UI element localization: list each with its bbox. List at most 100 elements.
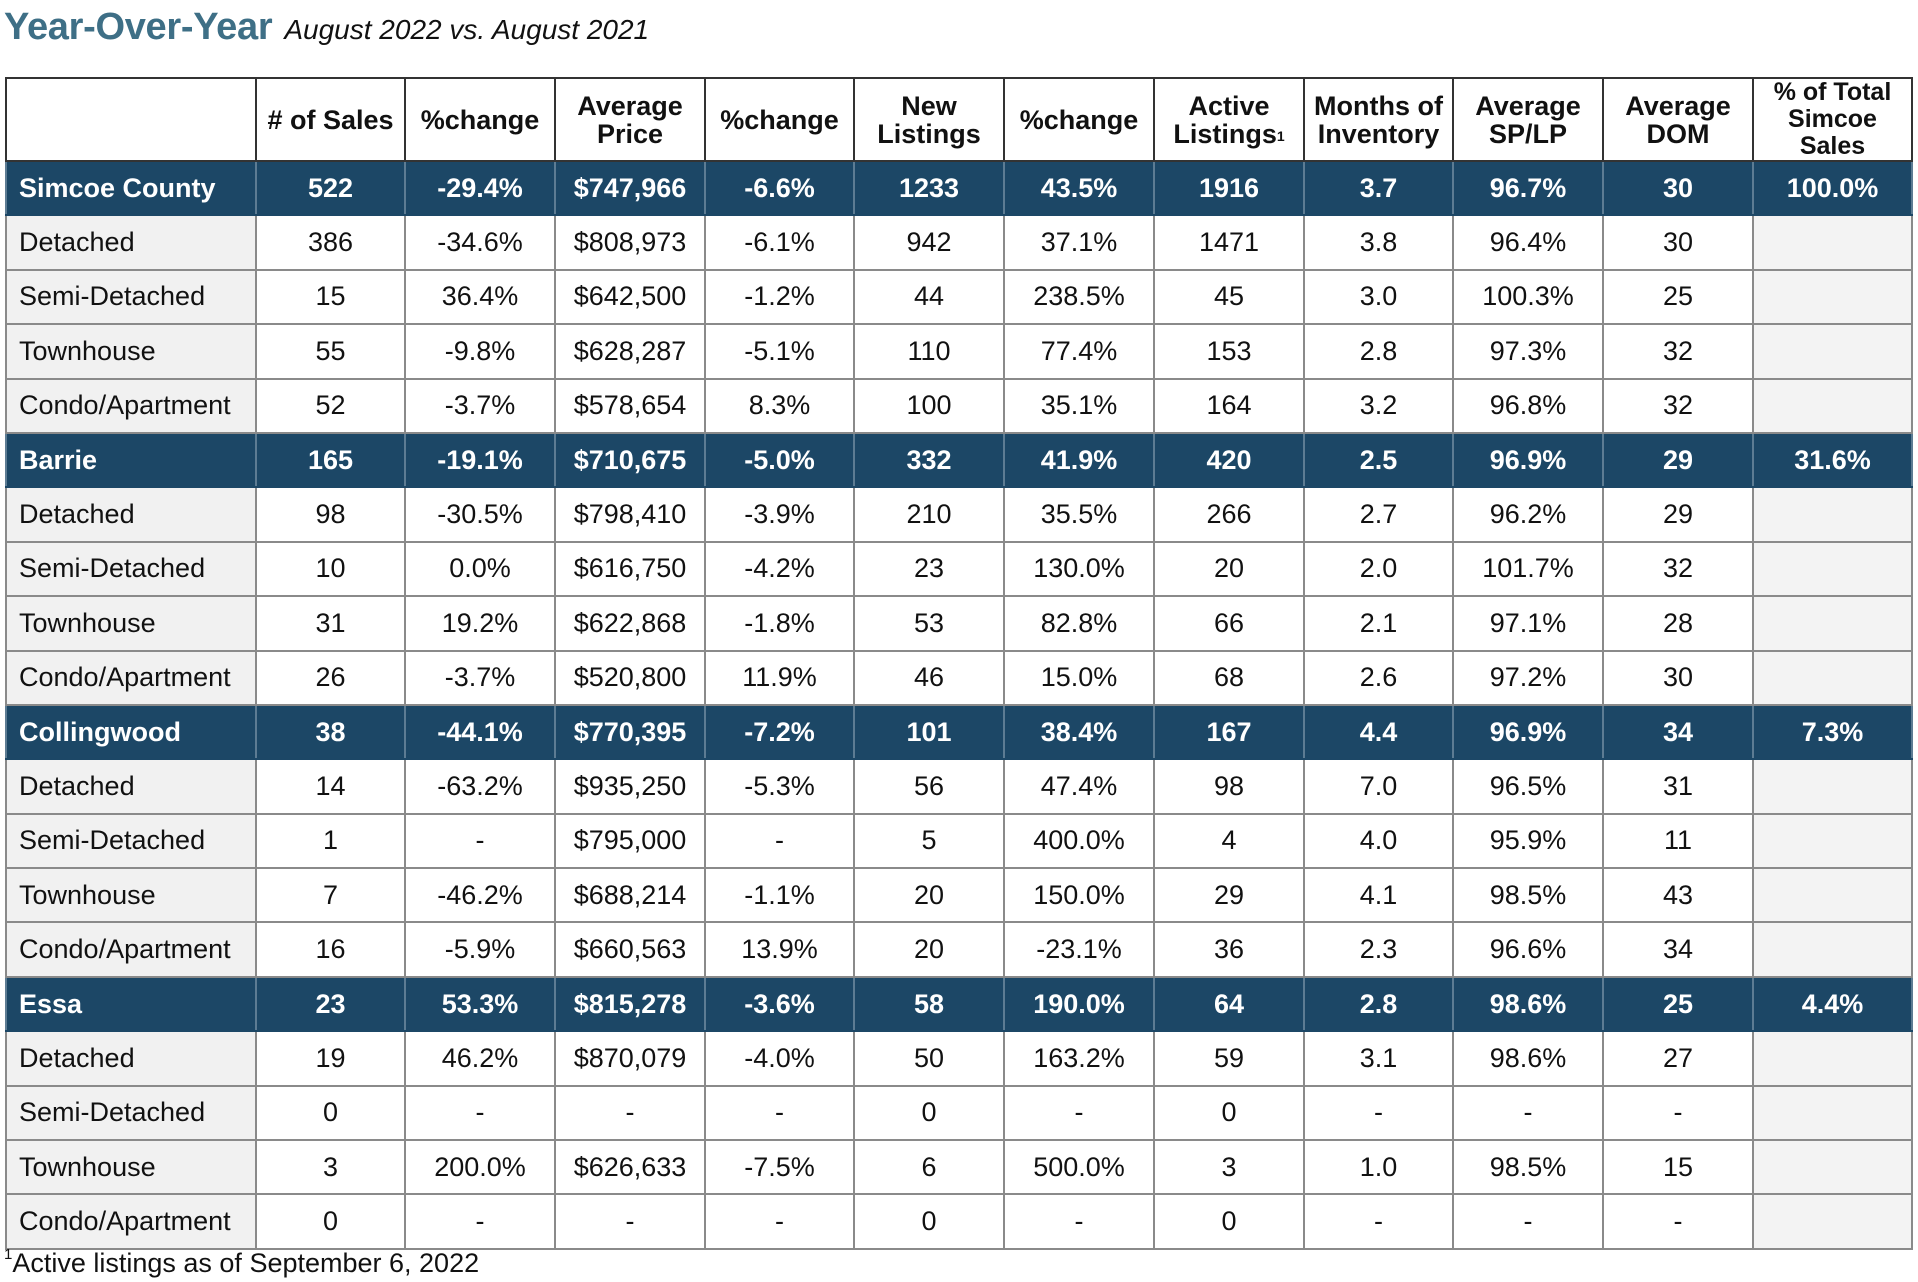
cell-average-sp-lp: - — [1452, 1084, 1604, 1142]
cell-listings-change: 38.4% — [1003, 703, 1155, 761]
cell-listings-change: 35.5% — [1003, 486, 1155, 543]
column-header-price-change: %change — [704, 77, 855, 162]
cell-sales: 15 — [255, 268, 406, 326]
cell-months-inventory: 4.1 — [1303, 867, 1454, 924]
cell-pct-total-sales: 100.0% — [1752, 159, 1913, 217]
cell-new-listings: 6 — [853, 1139, 1005, 1196]
cell-average-dom: 30 — [1602, 159, 1754, 217]
cell-sales: 165 — [255, 431, 406, 489]
cell-average-dom: 25 — [1602, 975, 1754, 1033]
cell-sales: 14 — [255, 758, 406, 815]
cell-average-price: $798,410 — [554, 486, 706, 543]
cell-pct-total-sales: 4.4% — [1752, 975, 1913, 1033]
cell-pct-total-sales — [1752, 758, 1913, 815]
table-body: Simcoe County 522 -29.4% $747,966 -6.6% 1233 4… — [5, 159, 1913, 1250]
cell-active-listings: 266 — [1153, 486, 1305, 543]
cell-area-name: Essa — [5, 975, 257, 1033]
report-title: Year-Over-Year — [4, 6, 273, 48]
cell-average-dom: 25 — [1602, 268, 1754, 326]
cell-price-change: -3.9% — [704, 486, 855, 543]
cell-average-dom: 31 — [1602, 758, 1754, 815]
cell-listings-change: 130.0% — [1003, 540, 1155, 598]
cell-months-inventory: 2.8 — [1303, 975, 1454, 1033]
cell-new-listings: 0 — [853, 1193, 1005, 1250]
cell-average-dom: 27 — [1602, 1030, 1754, 1087]
cell-average-sp-lp: 101.7% — [1452, 540, 1604, 598]
cell-average-dom: 30 — [1602, 214, 1754, 271]
footnote-marker: 1 — [4, 1246, 13, 1263]
cell-pct-total-sales — [1752, 595, 1913, 652]
cell-average-price: $688,214 — [554, 867, 706, 924]
cell-average-dom: 28 — [1602, 595, 1754, 652]
cell-price-change: -7.5% — [704, 1139, 855, 1196]
cell-average-dom: - — [1602, 1193, 1754, 1250]
cell-pct-total-sales: 7.3% — [1752, 703, 1913, 761]
cell-average-sp-lp: 95.9% — [1452, 812, 1604, 870]
active-listings-label: Active Listings — [1173, 90, 1277, 149]
cell-sales-change: -44.1% — [404, 703, 556, 761]
cell-price-change: -4.0% — [704, 1030, 855, 1087]
cell-new-listings: 46 — [853, 649, 1005, 706]
footnote-marker: 1 — [1276, 127, 1285, 144]
cell-sales: 31 — [255, 595, 406, 652]
cell-months-inventory: 3.1 — [1303, 1030, 1454, 1087]
column-header-average-price: Average Price — [554, 77, 706, 162]
column-header-pct-total-sales: % of Total Simcoe Sales — [1752, 77, 1913, 162]
cell-active-listings: 167 — [1153, 703, 1305, 761]
cell-price-change: -6.6% — [704, 159, 855, 217]
cell-listings-change: 150.0% — [1003, 867, 1155, 924]
property-type-row: Condo/Apartment 0- - -0-0- - - — [5, 1193, 1913, 1250]
cell-sales: 522 — [255, 159, 406, 217]
cell-price-change: -1.1% — [704, 867, 855, 924]
column-header-listings-change: %change — [1003, 77, 1155, 162]
cell-average-dom: 29 — [1602, 431, 1754, 489]
cell-active-listings: 3 — [1153, 1139, 1305, 1196]
cell-area-name: Barrie — [5, 431, 257, 489]
cell-average-price: $815,278 — [554, 975, 706, 1033]
cell-active-listings: 45 — [1153, 268, 1305, 326]
cell-pct-total-sales — [1752, 540, 1913, 598]
cell-active-listings: 29 — [1153, 867, 1305, 924]
cell-sales-change: 19.2% — [404, 595, 556, 652]
cell-average-dom: 32 — [1602, 323, 1754, 380]
cell-sales-change: -9.8% — [404, 323, 556, 380]
cell-area-name: Townhouse — [5, 323, 257, 380]
cell-sales: 386 — [255, 214, 406, 271]
cell-price-change: - — [704, 1193, 855, 1250]
cell-new-listings: 44 — [853, 268, 1005, 326]
cell-active-listings: 64 — [1153, 975, 1305, 1033]
year-over-year-table: # of Sales %change Average Price %change… — [5, 77, 1913, 1250]
cell-listings-change: 500.0% — [1003, 1139, 1155, 1196]
cell-sales-change: 46.2% — [404, 1030, 556, 1087]
cell-area-name: Collingwood — [5, 703, 257, 761]
cell-area-name: Semi-Detached — [5, 1084, 257, 1142]
property-type-row: Condo/Apartment 52 -3.7% $578,654 8.3% 100 35.… — [5, 377, 1913, 434]
cell-area-name: Detached — [5, 486, 257, 543]
cell-sales-change: -46.2% — [404, 867, 556, 924]
cell-area-name: Townhouse — [5, 867, 257, 924]
cell-average-price: $520,800 — [554, 649, 706, 706]
cell-sales-change: - — [404, 1084, 556, 1142]
cell-active-listings: 68 — [1153, 649, 1305, 706]
cell-average-price: $770,395 — [554, 703, 706, 761]
cell-listings-change: 41.9% — [1003, 431, 1155, 489]
cell-price-change: -1.2% — [704, 268, 855, 326]
column-header-new-listings: New Listings — [853, 77, 1005, 162]
cell-sales-change: -63.2% — [404, 758, 556, 815]
cell-price-change: 11.9% — [704, 649, 855, 706]
property-type-row: Semi-Detached 0- - -0-0- - - — [5, 1084, 1913, 1142]
report-subtitle: August 2022 vs. August 2021 — [284, 14, 650, 45]
cell-average-sp-lp: 96.7% — [1452, 159, 1604, 217]
column-header-sales-change: %change — [404, 77, 556, 162]
cell-new-listings: 5 — [853, 812, 1005, 870]
cell-sales-change: -5.9% — [404, 921, 556, 978]
cell-sales: 0 — [255, 1084, 406, 1142]
cell-months-inventory: 2.5 — [1303, 431, 1454, 489]
cell-area-name: Detached — [5, 758, 257, 815]
cell-price-change: -3.6% — [704, 975, 855, 1033]
cell-months-inventory: 3.0 — [1303, 268, 1454, 326]
cell-area-name: Townhouse — [5, 595, 257, 652]
cell-listings-change: - — [1003, 1084, 1155, 1142]
cell-pct-total-sales — [1752, 812, 1913, 870]
cell-average-dom: 43 — [1602, 867, 1754, 924]
